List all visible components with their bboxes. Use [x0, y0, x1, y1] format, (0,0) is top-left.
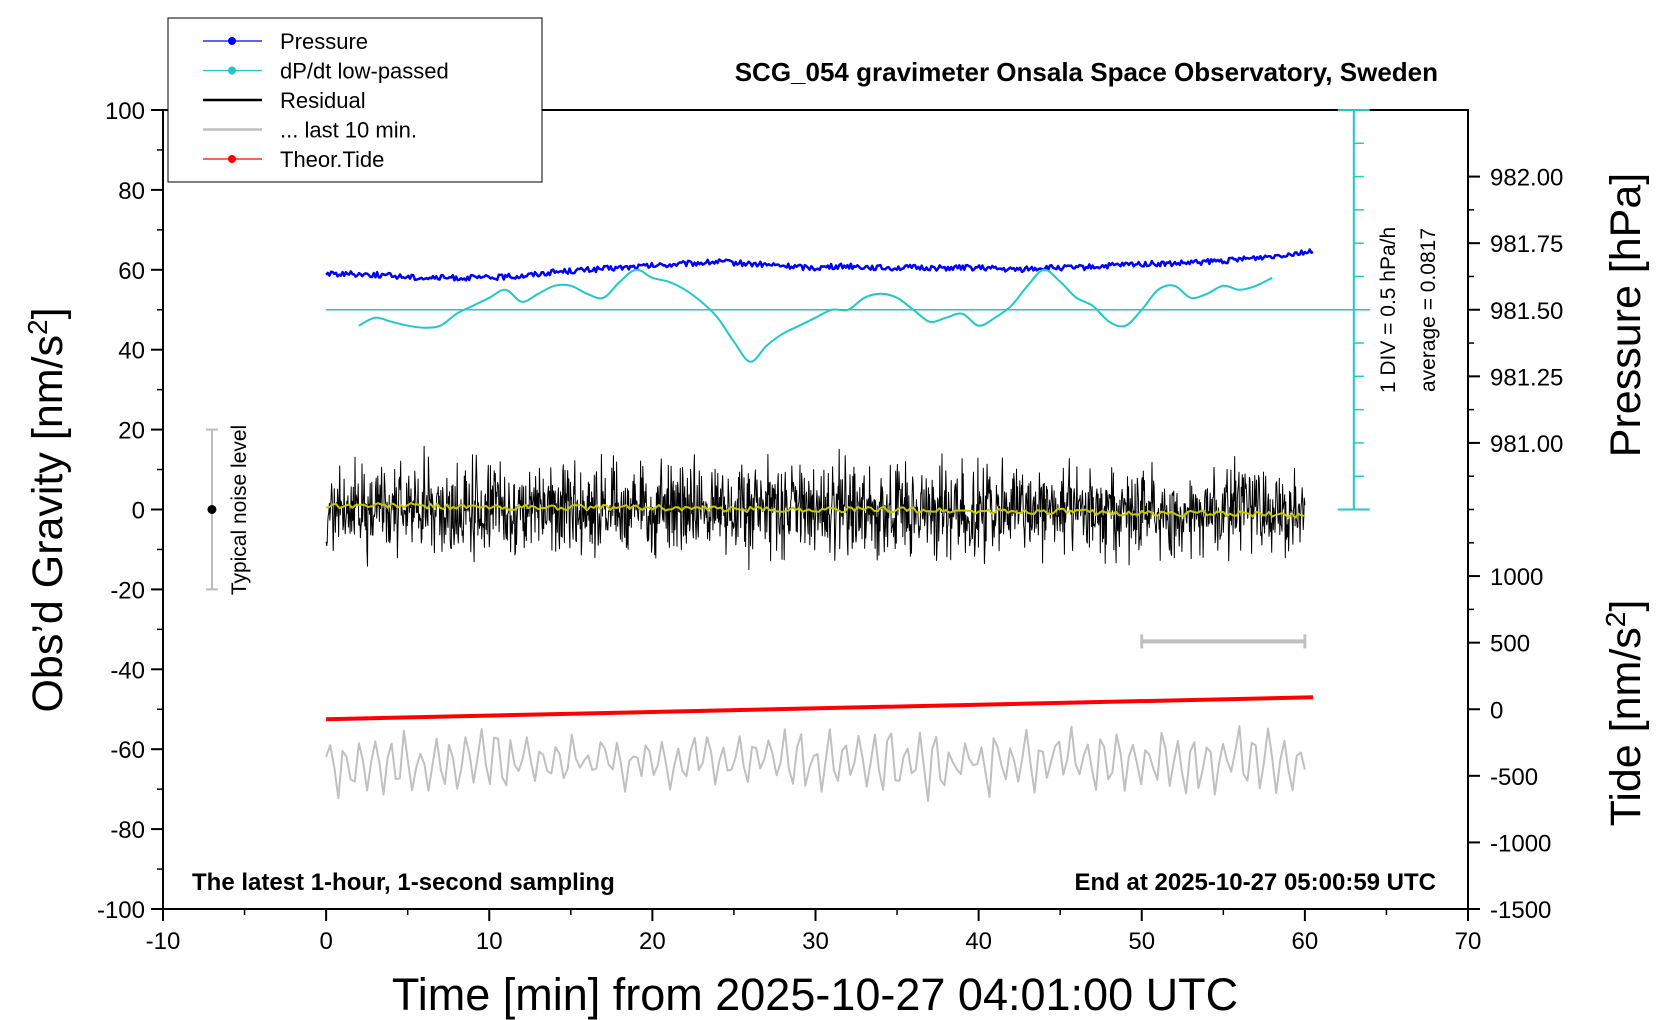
y-tick-label: -20 — [110, 577, 145, 604]
last-10-min-line — [325, 725, 1306, 803]
legend-swatch-marker — [228, 37, 236, 45]
legend-label: Residual — [280, 88, 366, 113]
legend-label: Pressure — [280, 29, 368, 54]
y-axis-label-left-main: Obs’d Gravity [nm/s — [24, 335, 72, 713]
pressure-tick-label: 981.00 — [1490, 431, 1563, 458]
y-tick-label: -100 — [97, 897, 145, 924]
legend-items: Pressure dP/dt low-passed Residual ... last… — [203, 29, 449, 172]
x-tick-label: 50 — [1128, 928, 1155, 955]
y-tick-label: -40 — [110, 657, 145, 684]
legend: Pressure dP/dt low-passed Residual ... last… — [167, 17, 543, 183]
tide-tick-label: 0 — [1490, 697, 1503, 724]
tide-tick-label: -500 — [1490, 764, 1538, 791]
pressure-line — [325, 248, 1314, 282]
tide-line — [326, 695, 1314, 722]
y-tick-label: 60 — [118, 258, 145, 285]
x-tick-label: 70 — [1455, 928, 1482, 955]
y-axis-label-tide: Tide [nm/s2] — [1600, 600, 1651, 827]
x-tick-label: 60 — [1292, 928, 1319, 955]
chart-title: SCG_054 gravimeter Onsala Space Observat… — [735, 57, 1438, 87]
legend-label: ... last 10 min. — [280, 118, 417, 143]
tide-tick-label: -1500 — [1490, 897, 1551, 924]
residual-line — [325, 445, 1306, 570]
dpdt-line — [358, 268, 1273, 363]
average-label: average = 0.0817 — [1417, 228, 1440, 392]
x-tick-label: -10 — [146, 928, 181, 955]
y-tick-label: -60 — [110, 737, 145, 764]
tide-tick-label: 1000 — [1490, 564, 1543, 591]
pressure-tick-label: 981.50 — [1490, 298, 1563, 325]
y-tick-label: 20 — [118, 418, 145, 445]
legend-swatch-marker — [228, 155, 236, 163]
x-tick-label: 40 — [965, 928, 992, 955]
x-tick-label: 10 — [476, 928, 503, 955]
tide-tick-label: 500 — [1490, 631, 1530, 658]
y-axis-label-tide-sup: 2 — [1600, 612, 1631, 628]
pressure-tick-label: 982.00 — [1490, 165, 1563, 192]
y-axis-label-left-end: ] — [24, 307, 72, 319]
y-tick-label: 0 — [132, 498, 145, 525]
x-axis-label: Time [min] from 2025-10-27 04:01:00 UTC — [392, 969, 1238, 1020]
annotation-bottom-left: The latest 1-hour, 1-second sampling — [192, 869, 615, 896]
x-tick-label: 20 — [639, 928, 666, 955]
y-tick-label: 100 — [105, 98, 145, 125]
pressure-tick-label: 981.75 — [1490, 231, 1563, 258]
residual-smoothed-line — [326, 502, 1305, 519]
y-tick-label: 80 — [118, 178, 145, 205]
legend-label: dP/dt low-passed — [280, 59, 449, 84]
y-axis-label-pressure: Pressure [hPa] — [1602, 173, 1650, 457]
tide-tick-label: -1000 — [1490, 830, 1551, 857]
div-label: 1 DIV = 0.5 hPa/h — [1377, 227, 1400, 393]
y-axis-label-tide-main: Tide [nm/s — [1602, 627, 1650, 826]
y-axis-label-tide-end: ] — [1602, 600, 1650, 612]
noise-bar-center — [207, 505, 217, 514]
y-axis-label-left: Obs’d Gravity [nm/s2] — [22, 307, 73, 712]
y-tick-label: -80 — [110, 817, 145, 844]
x-tick-label: 0 — [319, 928, 332, 955]
y-tick-label: 40 — [118, 338, 145, 365]
x-tick-label: 30 — [802, 928, 829, 955]
y-axis-label-left-sup: 2 — [22, 319, 53, 335]
annotation-bottom-right: End at 2025-10-27 05:00:59 UTC — [1075, 869, 1437, 896]
noise-level-label: Typical noise level — [228, 425, 251, 595]
pressure-tick-label: 981.25 — [1490, 364, 1563, 391]
legend-label: Theor.Tide — [280, 147, 384, 172]
legend-swatch-marker — [228, 66, 236, 75]
